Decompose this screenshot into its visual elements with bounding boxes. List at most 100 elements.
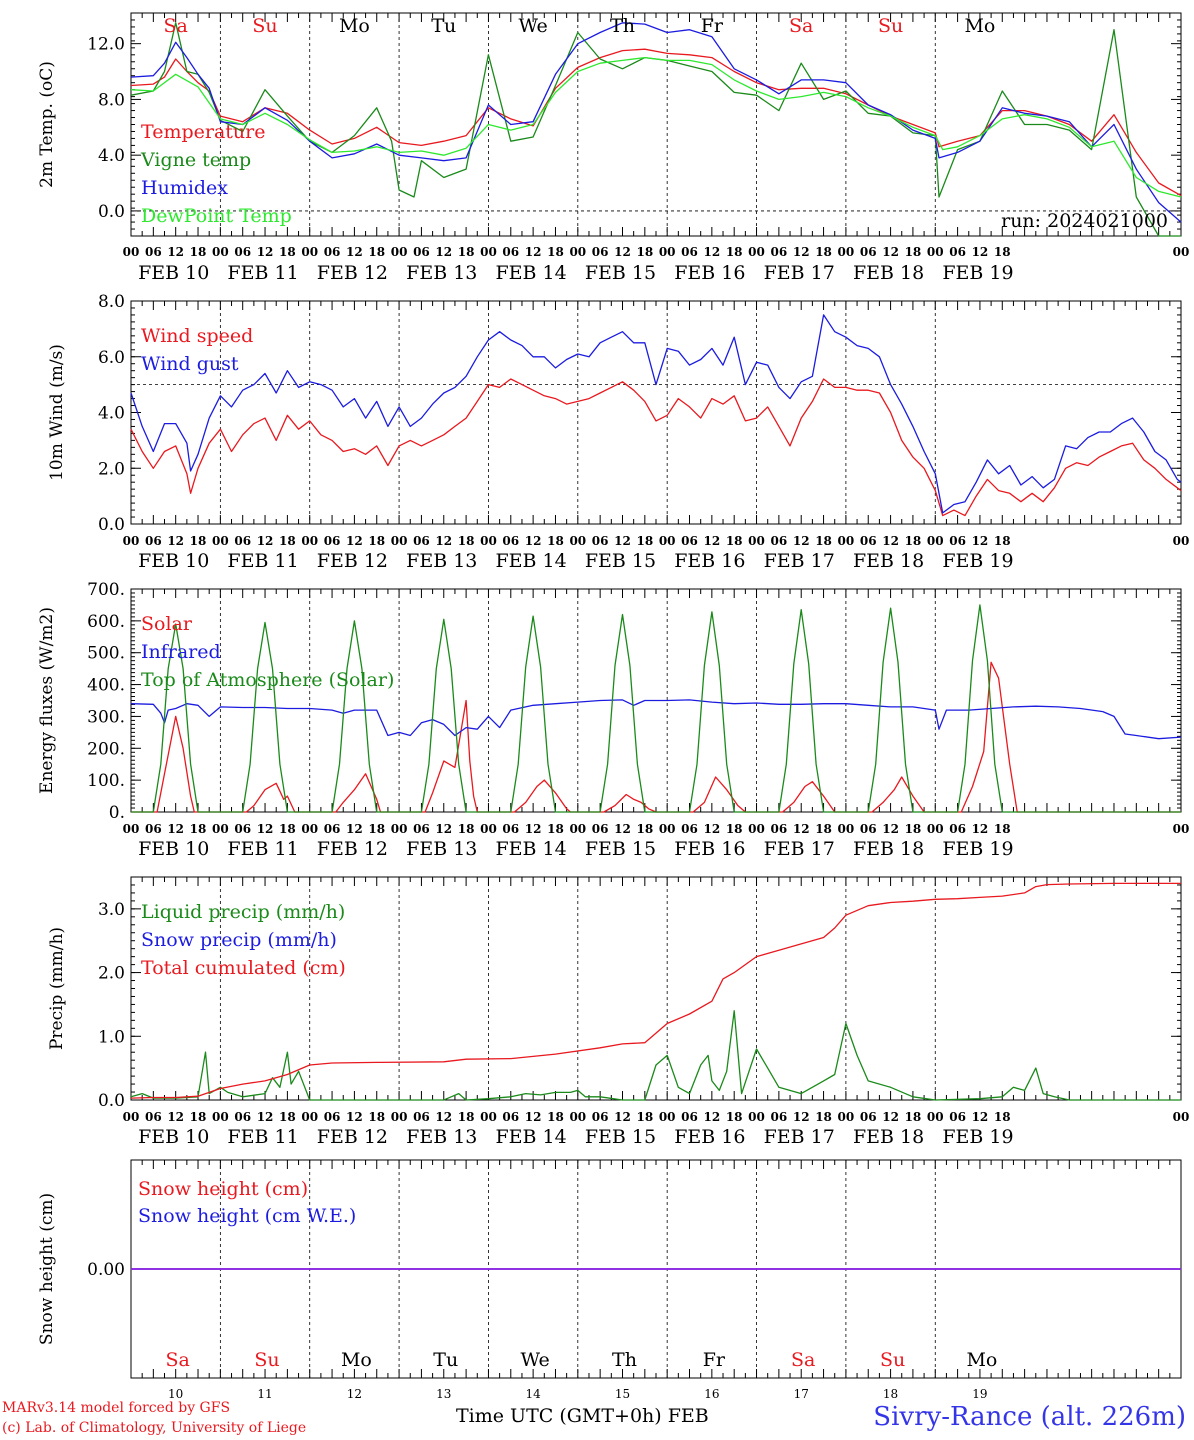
panel-2: 0.0 2.0 4.0 6.0 8.0 10m Wind (m/s) Wind speed W… xyxy=(47,292,1189,572)
day-number: 12 xyxy=(347,1387,362,1401)
hour-label: 06 xyxy=(324,822,341,836)
day-label: FEB 10 xyxy=(138,838,209,860)
y-tick-label: 100. xyxy=(87,771,125,791)
day-label: FEB 10 xyxy=(138,1126,209,1148)
legend-entry: Solar xyxy=(141,613,193,635)
hour-label: 18 xyxy=(458,822,475,836)
hour-label: 18 xyxy=(547,245,564,259)
hour-label: 00 xyxy=(927,534,944,548)
day-label: FEB 16 xyxy=(674,838,745,860)
hour-label: 12 xyxy=(972,822,989,836)
hour-label: 18 xyxy=(815,822,832,836)
hour-label: 00 xyxy=(123,534,140,548)
weekday-label: Sa xyxy=(789,15,813,37)
hour-label: 12 xyxy=(167,534,184,548)
day-label: FEB 15 xyxy=(585,838,656,860)
hour-label: 00 xyxy=(123,822,140,836)
legend-entry: Snow precip (mm/h) xyxy=(141,929,337,951)
hour-label: 00 xyxy=(569,1110,586,1124)
series-line xyxy=(130,48,1182,197)
series-line xyxy=(130,882,1181,1099)
hour-label: 00 xyxy=(838,245,855,259)
panel-4: 0.0 1.0 2.0 3.0 Precip (mm/h) Liquid precip (… xyxy=(47,876,1189,1148)
hour-label: 00 xyxy=(659,245,676,259)
y-tick-label: 200. xyxy=(87,739,125,759)
hour-label: 18 xyxy=(190,1110,207,1124)
x-axis-title: Time UTC (GMT+0h) xyxy=(456,1405,662,1427)
day-label: FEB 16 xyxy=(674,550,745,572)
day-label: FEB 13 xyxy=(406,838,477,860)
day-label: FEB 17 xyxy=(764,550,835,572)
hour-label: 12 xyxy=(435,822,452,836)
hour-label: 18 xyxy=(279,245,296,259)
day-label: FEB 19 xyxy=(942,1126,1013,1148)
hour-label: 00 xyxy=(838,822,855,836)
hour-label: 12 xyxy=(882,534,899,548)
day-label: FEB 12 xyxy=(317,838,388,860)
hour-label: 12 xyxy=(703,1110,720,1124)
hour-label: 06 xyxy=(324,534,341,548)
hour-label: 12 xyxy=(435,1110,452,1124)
day-number: 15 xyxy=(615,1387,630,1401)
day-number: 17 xyxy=(794,1387,809,1401)
weekday-label: Tu xyxy=(433,1349,458,1371)
hour-label: 12 xyxy=(882,1110,899,1124)
hour-label: 06 xyxy=(949,822,966,836)
hour-label: 12 xyxy=(703,822,720,836)
hour-label: 00 xyxy=(838,1110,855,1124)
hour-label: 18 xyxy=(815,534,832,548)
hour-label: 06 xyxy=(771,822,788,836)
y-axis-label: Energy fluxes (W/m2) xyxy=(37,607,57,794)
hour-label: 00 xyxy=(480,534,497,548)
hour-label: 12 xyxy=(793,245,810,259)
panel-3: 0. 100. 200. 300. 400. 500. 600. 700. Energy flu… xyxy=(37,580,1189,860)
weekday-label: Mo xyxy=(341,1349,372,1371)
hour-label: 18 xyxy=(636,822,653,836)
hour-label: 06 xyxy=(413,1110,430,1124)
panel-frame xyxy=(130,300,1182,525)
y-tick-label: 0.0 xyxy=(98,202,125,222)
y-tick-label: 500. xyxy=(87,644,125,664)
hour-label: 00 xyxy=(480,1110,497,1124)
hour-label: 06 xyxy=(681,822,698,836)
y-axis-label: 2m Temp. (oC) xyxy=(37,61,57,188)
hour-label: 00 xyxy=(927,1110,944,1124)
hour-label: 18 xyxy=(636,245,653,259)
hour-label: 12 xyxy=(257,534,274,548)
hour-label: 12 xyxy=(703,534,720,548)
day-label: FEB 14 xyxy=(496,838,567,860)
day-number: 10 xyxy=(168,1387,183,1401)
hour-label: 12 xyxy=(257,1110,274,1124)
day-label: FEB 13 xyxy=(406,1126,477,1148)
hour-label: 00 xyxy=(391,822,408,836)
hour-label: 18 xyxy=(815,1110,832,1124)
hour-label: 06 xyxy=(502,822,519,836)
hour-label: 12 xyxy=(167,822,184,836)
hour-label: 00 xyxy=(838,534,855,548)
weekday-label: Su xyxy=(880,1349,905,1371)
weekday-label: Th xyxy=(612,1349,637,1371)
day-label: FEB 18 xyxy=(853,262,924,284)
hour-label: 06 xyxy=(145,1110,162,1124)
hour-label: 06 xyxy=(234,245,251,259)
hour-label: 06 xyxy=(234,1110,251,1124)
hour-label: 12 xyxy=(614,534,631,548)
hour-label: 06 xyxy=(413,534,430,548)
hour-label: 00 xyxy=(212,822,229,836)
hour-label: 06 xyxy=(771,1110,788,1124)
hour-label: 00 xyxy=(1173,245,1190,259)
model-credit: MARv3.14 model forced by GFS xyxy=(2,1400,231,1416)
weekday-label: Sa xyxy=(791,1349,815,1371)
hour-label: 06 xyxy=(681,245,698,259)
weekday-label: Mo xyxy=(966,1349,997,1371)
hour-label: 00 xyxy=(301,245,318,259)
hour-label: 06 xyxy=(145,245,162,259)
series-line xyxy=(130,56,1182,198)
day-label: FEB 16 xyxy=(674,262,745,284)
day-label: FEB 18 xyxy=(853,550,924,572)
hour-label: 06 xyxy=(592,1110,609,1124)
hour-label: 18 xyxy=(726,1110,743,1124)
day-label: FEB 17 xyxy=(764,1126,835,1148)
y-tick-label: 1.0 xyxy=(98,1027,125,1047)
